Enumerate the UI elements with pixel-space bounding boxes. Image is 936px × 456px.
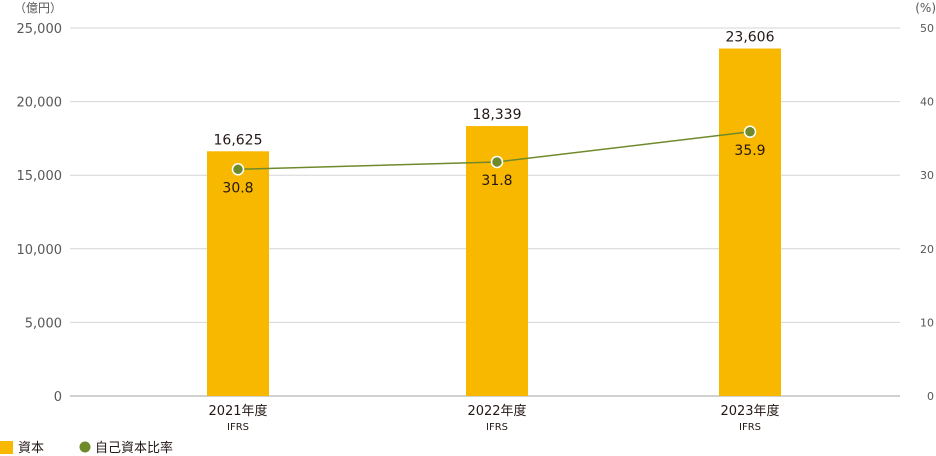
- line-value-label: 35.9: [734, 143, 765, 159]
- y-left-tick-label: 25,000: [17, 22, 63, 37]
- y-left-tick-label: 5,000: [25, 316, 62, 331]
- y-right-tick-label: 40: [920, 96, 934, 109]
- legend: 資本 自己資本比率: [0, 440, 173, 456]
- y-left-tick-label: 0: [54, 390, 62, 405]
- line-series: 30.8 31.8 35.9: [222, 125, 766, 196]
- bar: [719, 48, 781, 396]
- legend-label-bar: 資本: [18, 441, 44, 456]
- line-point: [231, 163, 245, 176]
- x-category-sublabel: IFRS: [227, 422, 249, 433]
- bar-value-label: 18,339: [473, 107, 522, 123]
- y-left-unit: （億円）: [14, 1, 62, 15]
- bar: [466, 126, 528, 396]
- x-category-labels: 2021年度 IFRS 2022年度 IFRS 2023年度 IFRS: [208, 403, 779, 433]
- y-left-tick-label: 20,000: [17, 96, 63, 111]
- y-right-tick-label: 10: [920, 316, 934, 329]
- legend-label-line: 自己資本比率: [95, 440, 173, 456]
- y-right-tick-label: 0: [927, 390, 934, 403]
- x-category-label: 2023年度: [720, 403, 779, 419]
- bar-series: [207, 48, 781, 396]
- legend-swatch-bar: [0, 441, 13, 454]
- line-point: [490, 155, 504, 169]
- x-category-label: 2022年度: [467, 403, 526, 419]
- y-right-tick-label: 20: [920, 243, 934, 256]
- line-value-label: 31.8: [481, 173, 512, 189]
- y-right-ticks: 0 10 20 30 40 50: [920, 22, 934, 403]
- y-right-tick-label: 30: [920, 169, 934, 182]
- x-category-sublabel: IFRS: [486, 422, 508, 433]
- bar-value-label: 23,606: [726, 30, 775, 46]
- x-category-sublabel: IFRS: [739, 422, 761, 433]
- x-category-label: 2021年度: [208, 403, 267, 419]
- line-point: [743, 125, 757, 139]
- bar: [207, 151, 269, 396]
- bar-value-label: 16,625: [214, 132, 263, 148]
- y-left-tick-label: 10,000: [17, 243, 63, 258]
- y-right-tick-label: 50: [920, 22, 934, 35]
- legend-swatch-line: [79, 441, 91, 453]
- y-left-tick-label: 15,000: [17, 169, 63, 184]
- y-right-unit: (%): [915, 1, 936, 15]
- y-left-ticks: 0 5,000 10,000 15,000 20,000 25,000: [17, 22, 63, 405]
- bar-value-labels: 16,625 18,339 23,606: [214, 30, 775, 149]
- line-value-label: 30.8: [222, 180, 253, 196]
